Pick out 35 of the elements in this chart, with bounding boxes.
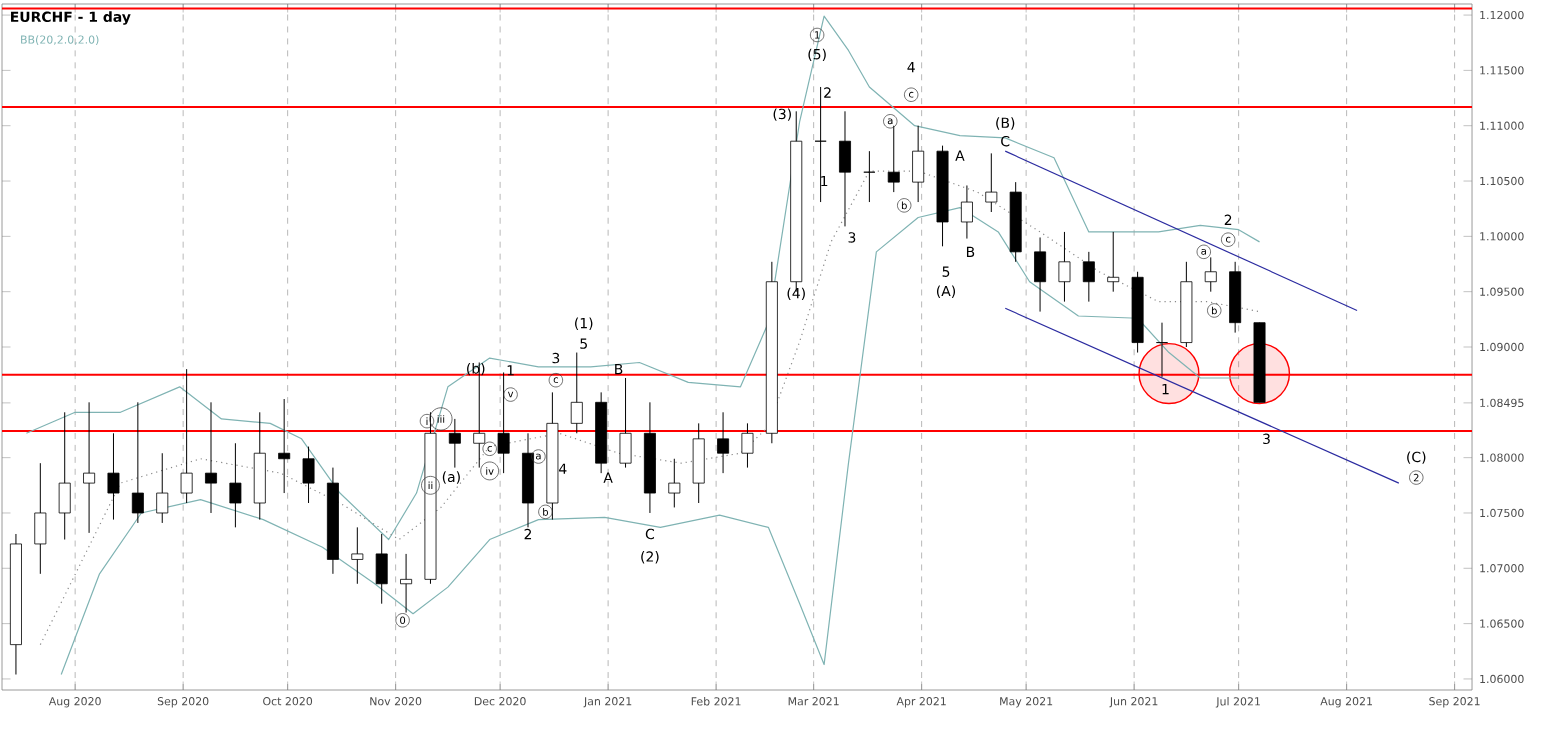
- candlestick: [400, 553, 413, 614]
- candlestick: [887, 125, 900, 193]
- candlestick: [58, 411, 71, 541]
- candlestick: [131, 401, 144, 524]
- candlestick: [692, 422, 705, 504]
- candlestick: [229, 442, 242, 528]
- candlestick: [1082, 251, 1095, 303]
- candlestick: [180, 368, 193, 504]
- candlestick: [448, 418, 461, 469]
- candlestick: [278, 398, 291, 494]
- candlestick: [814, 86, 827, 203]
- candlestick: [375, 533, 388, 605]
- candlestick: [1107, 231, 1120, 293]
- candlestick: [302, 446, 315, 504]
- candlestick: [912, 125, 925, 203]
- candlestick: [863, 150, 876, 203]
- candlestick: [985, 152, 998, 213]
- candlestick: [960, 184, 973, 240]
- candlestick: [741, 422, 754, 469]
- candlestick: [570, 352, 583, 434]
- candlestick: [1156, 322, 1168, 378]
- candlestick: [668, 458, 681, 508]
- candlestick: [34, 462, 47, 575]
- candlestick: [205, 401, 217, 514]
- candlestick: [1204, 256, 1217, 293]
- candlestick: [1058, 231, 1071, 303]
- candlestick: [156, 452, 169, 524]
- candlestick: [619, 377, 632, 469]
- candlestick: [1034, 236, 1047, 313]
- candlestick: [497, 371, 510, 474]
- candlestick: [351, 526, 364, 585]
- candlestick: [717, 411, 730, 474]
- candlestick: [107, 432, 120, 521]
- candlestick: [839, 110, 851, 227]
- candlestick: [83, 401, 96, 534]
